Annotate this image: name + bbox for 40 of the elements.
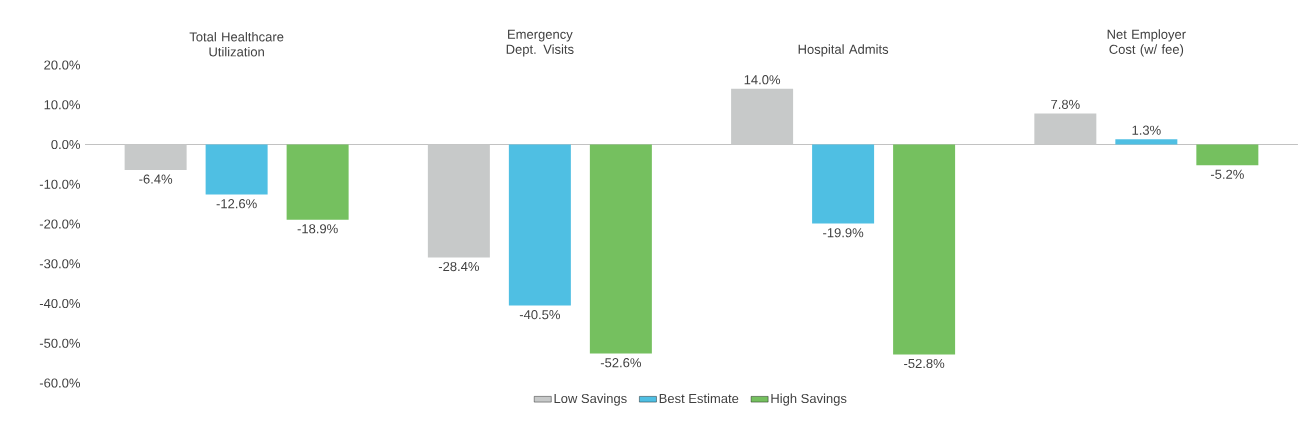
bar	[205, 144, 268, 195]
bar	[427, 144, 490, 258]
bar	[286, 144, 349, 220]
y-tick-label: -10.0%	[39, 179, 81, 189]
data-label: -18.9%	[297, 224, 338, 234]
y-tick-label: 0.0%	[51, 139, 81, 150]
legend-label: Low Savings	[554, 393, 627, 406]
legend-label: High Savings	[771, 393, 847, 406]
data-label: -12.6%	[216, 199, 257, 209]
x-tick-label: Total Healthcare Utilization	[189, 31, 284, 57]
legend-label: Best Estimate	[659, 393, 739, 404]
bar	[124, 144, 187, 170]
bar	[1115, 139, 1178, 145]
data-label: -5.2%	[1210, 169, 1244, 179]
data-label: -6.4%	[139, 174, 173, 184]
x-tick-label: Hospital Admits	[798, 44, 889, 57]
data-label: -19.9%	[823, 228, 864, 238]
bar	[731, 88, 794, 145]
data-label: -52.8%	[904, 358, 945, 369]
data-label: 14.0%	[744, 75, 781, 85]
bar	[812, 144, 875, 224]
data-label: -40.5%	[519, 310, 560, 320]
data-label: -28.4%	[438, 261, 479, 272]
y-tick-label: -30.0%	[39, 259, 81, 269]
bar	[589, 144, 652, 354]
bar	[893, 144, 956, 355]
y-tick-label: -60.0%	[39, 378, 81, 388]
y-tick-label: -40.0%	[39, 298, 81, 309]
x-tick-label: Emergency Dept. Visits	[506, 29, 574, 57]
data-label: -52.6%	[600, 358, 641, 368]
x-tick-label: Net Employer Cost (w/ fee)	[1107, 29, 1186, 57]
y-tick-label: -50.0%	[39, 338, 81, 348]
data-label: 1.3%	[1132, 125, 1161, 135]
bar	[1034, 113, 1097, 145]
data-label: 7.8%	[1051, 99, 1080, 109]
y-tick-label: 10.0%	[44, 100, 81, 110]
bar	[1196, 144, 1259, 166]
bar	[508, 144, 571, 306]
y-tick-label: -20.0%	[39, 219, 81, 229]
y-tick-label: 20.0%	[44, 60, 81, 70]
